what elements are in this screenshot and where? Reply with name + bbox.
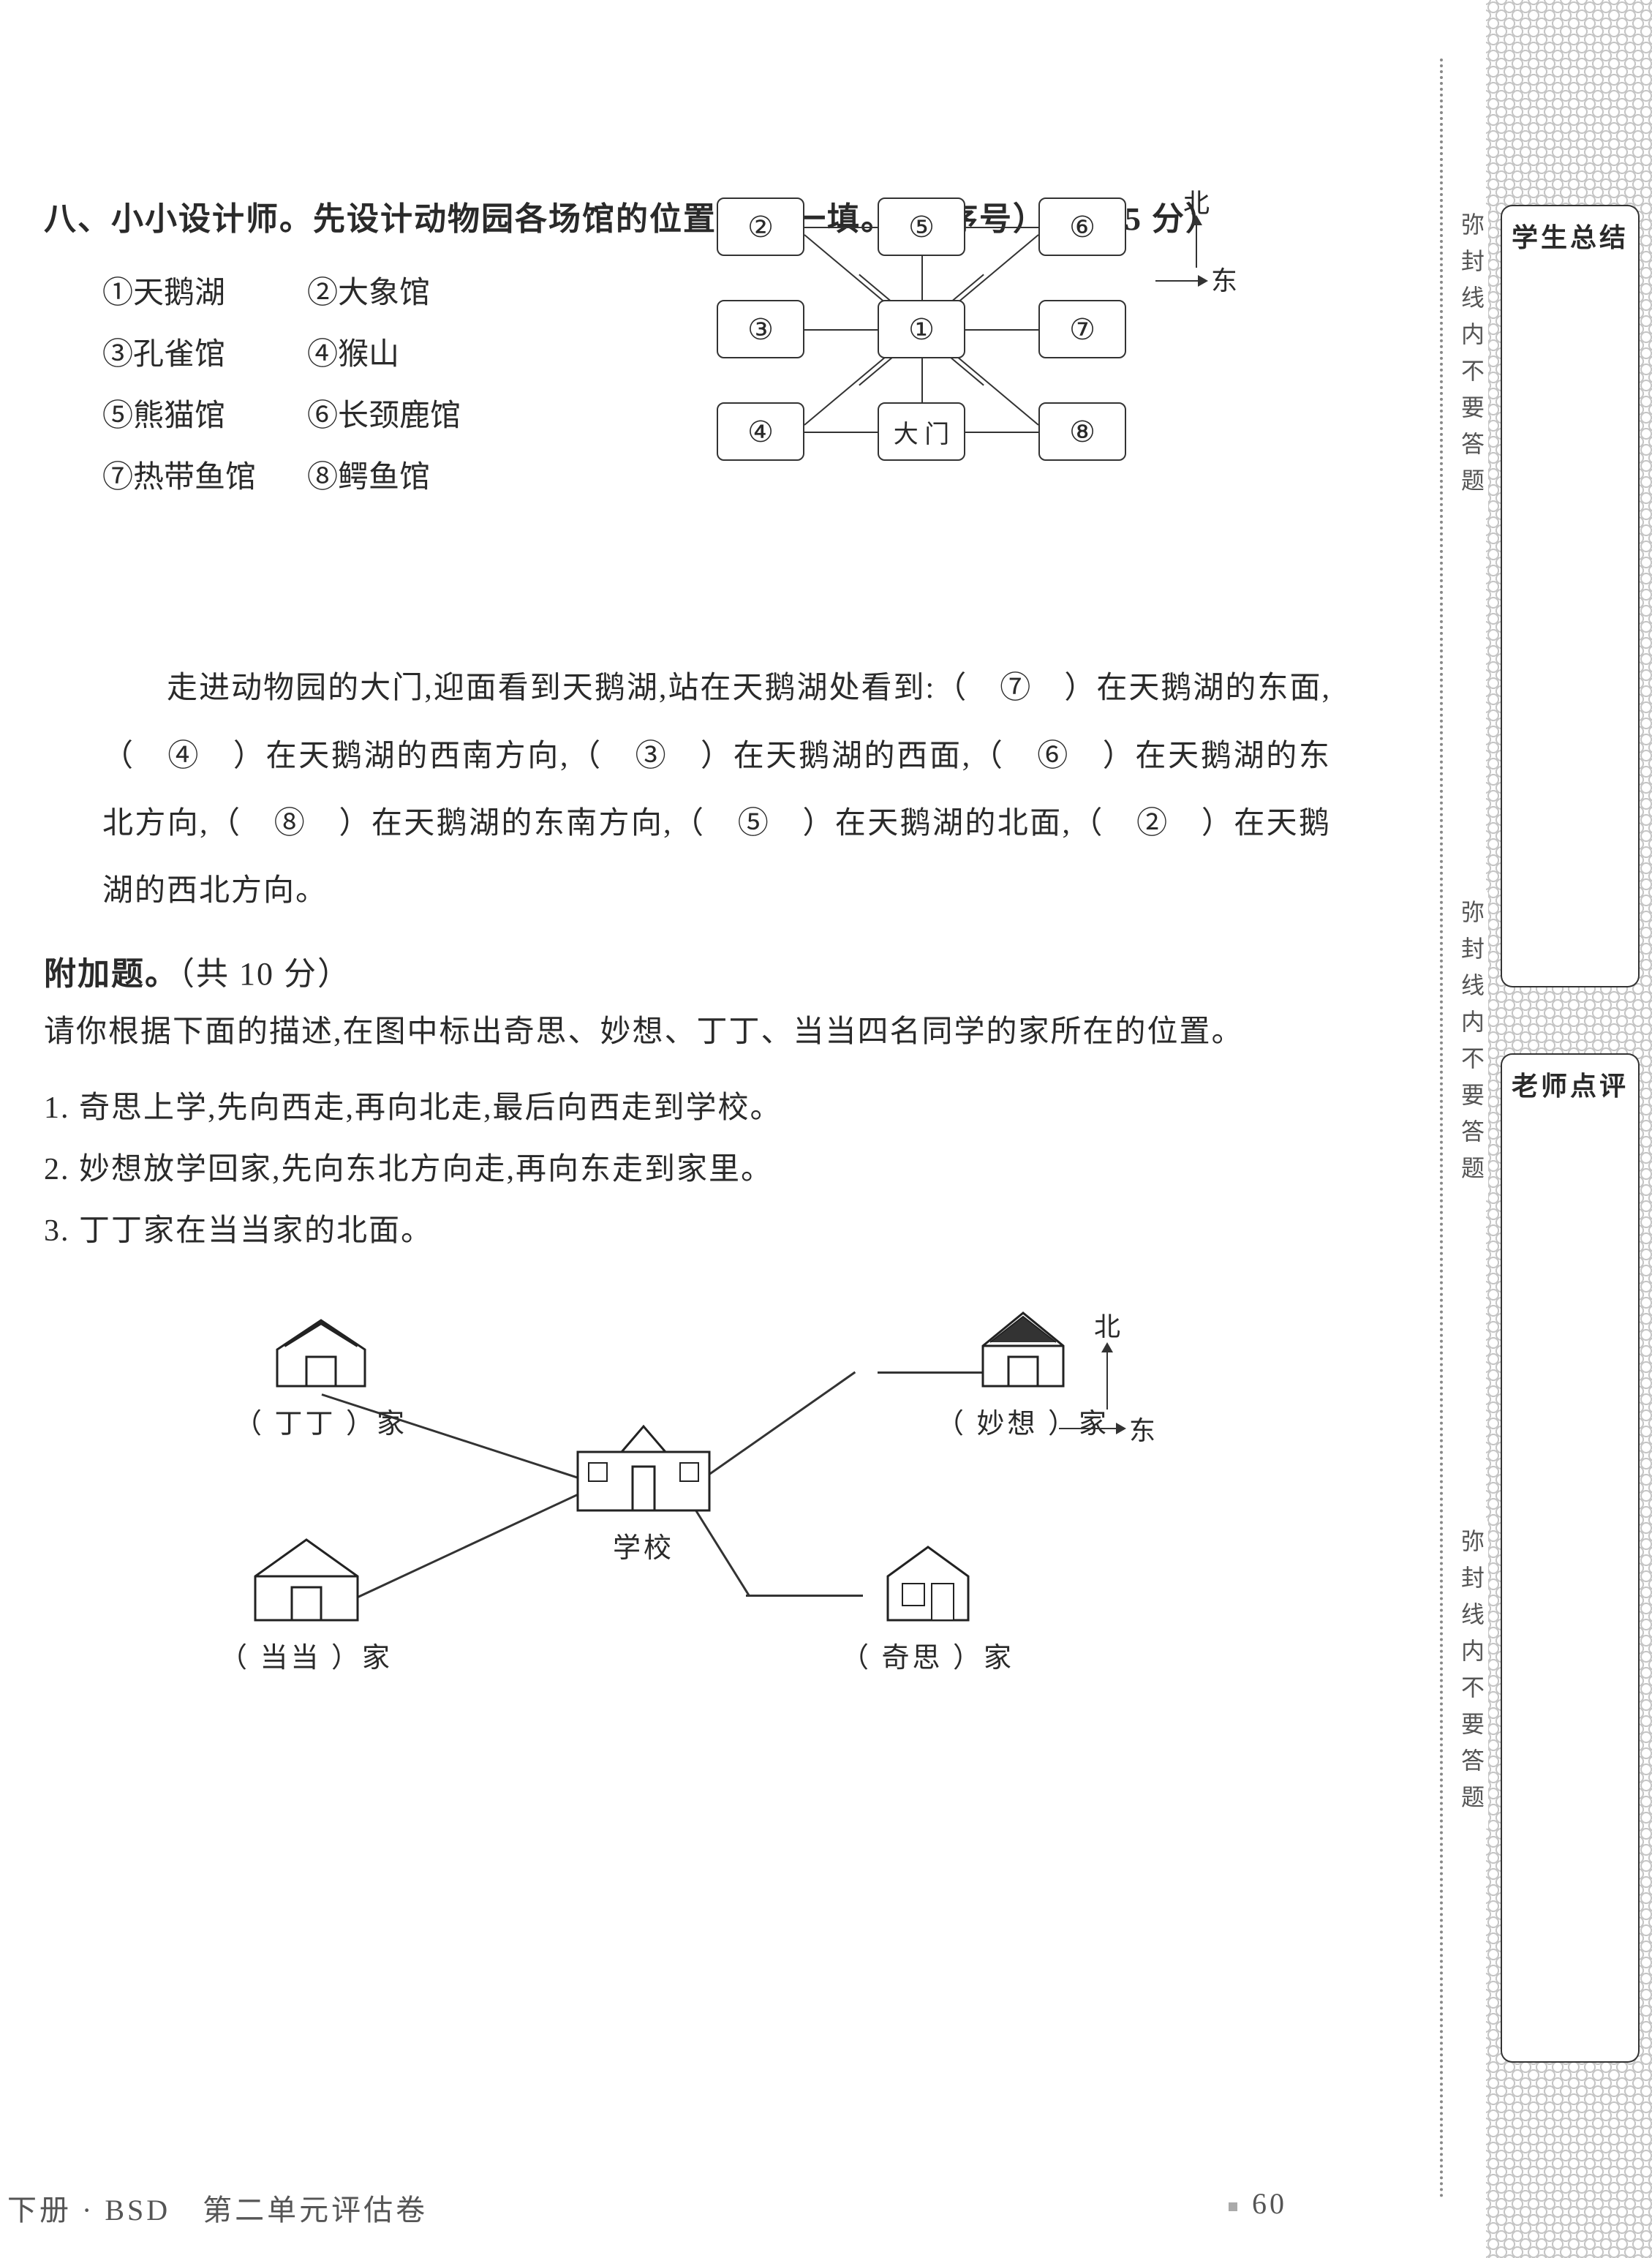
- side-tab-student-title: 学生总结: [1502, 217, 1638, 255]
- compass-arrow-v: [1106, 1344, 1108, 1410]
- grid-node-mr: ⑦: [1038, 300, 1126, 358]
- page-content: 八、小小设计师。先设计动物园各场馆的位置,再填一填。（填序号）（共 15 分） …: [44, 0, 1331, 1766]
- question-8: 八、小小设计师。先设计动物园各场馆的位置,再填一填。（填序号）（共 15 分） …: [44, 190, 1331, 925]
- side-tab-teacher-body: [1501, 1112, 1640, 2063]
- grid-node-bc: 大 门: [878, 402, 965, 461]
- compass-arrow-v: [1196, 217, 1197, 268]
- compass-north: 北: [1155, 190, 1237, 217]
- house-qisi: （ 奇思 ）家: [841, 1540, 1014, 1675]
- q8-grid-diagram: ② ⑤ ⑥ ③ ① ⑦ ④ 大 门 ⑧ 北 东: [717, 176, 1229, 483]
- bonus-map: （ 丁丁 ）家 （ 当当 ）家 学校 （ 妙想 ）家 （ 奇思 ）家 北 东: [176, 1291, 1199, 1766]
- seal-text-2: 弥封线内不要答题: [1455, 892, 1488, 1200]
- bonus-line-1: 1. 奇思上学,先向西走,再向北走,最后向西走到学校。: [44, 1077, 1331, 1139]
- bonus-line-2: 2. 妙想放学回家,先向东北方向走,再向东走到家里。: [44, 1139, 1331, 1200]
- footer-left: 下册 · BSD 第二单元评估卷: [7, 2186, 428, 2229]
- bonus-title: 附加题。（共 10 分）: [44, 947, 1331, 994]
- q8-opt-2: ②大象馆: [307, 263, 512, 324]
- house-icon: [248, 1532, 365, 1627]
- bonus-compass: 北 东: [1059, 1306, 1155, 1448]
- q8-opt-8: ⑧鳄鱼馆: [307, 447, 512, 508]
- q8-opt-4: ④猴山: [307, 324, 512, 385]
- house-school: 学校: [570, 1415, 717, 1565]
- house-dingding-label: （ 丁丁 ）家: [234, 1401, 407, 1441]
- bonus-lines: 1. 奇思上学,先向西走,再向北走,最后向西走到学校。 2. 妙想放学回家,先向…: [44, 1077, 1331, 1262]
- seal-text-3: 弥封线内不要答题: [1455, 1521, 1488, 1829]
- grid-node-tr: ⑥: [1038, 197, 1126, 256]
- bonus-title-text: 附加题。: [44, 956, 178, 992]
- footer-pagenum: 60: [1252, 2187, 1287, 2220]
- house-icon: [270, 1313, 372, 1393]
- side-tab-student-body: [1501, 263, 1640, 987]
- bonus-pts: （共 10 分）: [178, 956, 351, 992]
- bonus-intro: 请你根据下面的描述,在图中标出奇思、妙想、丁丁、当当四名同学的家所在的位置。: [44, 1001, 1331, 1063]
- compass-east: 东: [1129, 1410, 1155, 1448]
- grid-node-br: ⑧: [1038, 402, 1126, 461]
- compass-north: 北: [1059, 1306, 1155, 1344]
- side-tab-teacher: 老师点评: [1501, 1053, 1640, 1113]
- dot-icon: [1229, 2202, 1237, 2211]
- grid-node-bl: ④: [717, 402, 804, 461]
- side-tab-student: 学生总结: [1501, 205, 1640, 265]
- compass-east: 东: [1211, 268, 1237, 294]
- q8-paragraph: 走进动物园的大门,迎面看到天鹅湖,站在天鹅湖处看到:（ ⑦ ）在天鹅湖的东面,（…: [44, 655, 1331, 925]
- q8-opt-5: ⑤熊猫馆: [102, 385, 307, 447]
- house-dangdang-label: （ 当当 ）家: [219, 1635, 393, 1675]
- compass-arrow-h: [1059, 1428, 1125, 1429]
- footer-page: 60: [1229, 2186, 1287, 2229]
- grid-node-tc: ⑤: [878, 197, 965, 256]
- q8-opt-7: ⑦热带鱼馆: [102, 447, 307, 508]
- q8-opt-1: ①天鹅湖: [102, 263, 307, 324]
- house-icon: [877, 1540, 979, 1627]
- page-footer: 下册 · BSD 第二单元评估卷 60: [0, 2186, 1331, 2229]
- school-icon: [570, 1415, 717, 1518]
- compass-arrow-h: [1155, 280, 1207, 282]
- side-margin: 弥封线内不要答题 弥封线内不要答题 弥封线内不要答题 学生总结 老师点评: [1374, 0, 1652, 2258]
- q8-options-list: ①天鹅湖 ②大象馆 ③孔雀馆 ④猴山 ⑤熊猫馆 ⑥长颈鹿馆 ⑦热带鱼馆 ⑧鳄鱼馆: [44, 263, 702, 508]
- house-dangdang: （ 当当 ）家: [219, 1532, 393, 1675]
- q8-opt-6: ⑥长颈鹿馆: [307, 385, 512, 447]
- grid-node-tl: ②: [717, 197, 804, 256]
- q8-opt-3: ③孔雀馆: [102, 324, 307, 385]
- bonus-line-3: 3. 丁丁家在当当家的北面。: [44, 1200, 1331, 1262]
- house-qisi-label: （ 奇思 ）家: [841, 1635, 1014, 1675]
- q8-compass: 北 东: [1155, 190, 1237, 294]
- seal-dotted-line: [1440, 59, 1443, 2199]
- seal-text-1: 弥封线内不要答题: [1455, 205, 1488, 512]
- house-dingding: （ 丁丁 ）家: [234, 1313, 407, 1441]
- grid-node-mc: ①: [878, 300, 965, 358]
- house-school-label: 学校: [570, 1525, 717, 1565]
- grid-node-ml: ③: [717, 300, 804, 358]
- side-tab-teacher-title: 老师点评: [1502, 1065, 1638, 1103]
